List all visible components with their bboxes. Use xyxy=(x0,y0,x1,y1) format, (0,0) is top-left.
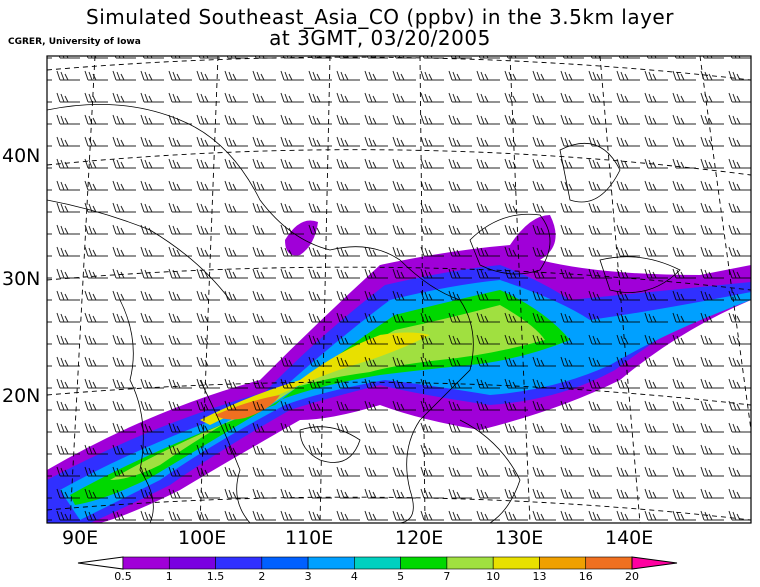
colorbar-label: 0.5 xyxy=(114,570,132,583)
colorbar-bin-1 xyxy=(168,556,216,570)
lat-label-30n: 30N xyxy=(2,268,41,290)
colorbar-label: 4 xyxy=(350,570,358,583)
lon-label-100e: 100E xyxy=(178,527,227,549)
colorbar-label: 13 xyxy=(532,570,547,583)
colorbar-bin-4 xyxy=(307,556,355,570)
wind-barbs xyxy=(47,56,751,523)
colorbar-bin-2 xyxy=(215,556,263,570)
map-frame xyxy=(46,55,752,524)
colorbar-bin-10 xyxy=(585,556,633,570)
colorbar-bin-6 xyxy=(400,556,448,570)
coastlines xyxy=(47,104,681,523)
lon-label-110e: 110E xyxy=(285,527,334,549)
colorbar-label: 20 xyxy=(625,570,639,583)
colorbar-label: 3 xyxy=(304,570,312,583)
lon-label-120e: 120E xyxy=(395,527,444,549)
colorbar-bin-3 xyxy=(261,556,309,570)
colorbar-label: 5 xyxy=(397,570,405,583)
lat-label-40n: 40N xyxy=(2,145,41,167)
map-title-line2: at 3GMT, 03/20/2005 xyxy=(269,26,491,50)
colorbar-bin-7 xyxy=(446,556,494,570)
colorbar-label: 1 xyxy=(165,570,173,583)
colorbar-bin-8 xyxy=(492,556,540,570)
lon-label-130e: 130E xyxy=(495,527,544,549)
map-title-line1: Simulated Southeast_Asia_CO (ppbv) in th… xyxy=(86,5,674,29)
colorbar-label: 7 xyxy=(443,570,451,583)
colorbar-label: 1.5 xyxy=(206,570,225,583)
lon-label-90e: 90E xyxy=(62,527,99,549)
lon-label-140e: 140E xyxy=(605,527,654,549)
colorbar-bin-9 xyxy=(539,556,587,570)
graticule xyxy=(47,56,751,523)
colorbar-label: 16 xyxy=(578,570,593,583)
colorbar-label: 10 xyxy=(486,570,501,583)
map-area xyxy=(47,56,751,523)
credit-label: CGRER, University of Iowa xyxy=(8,37,141,47)
colorbar-label: 2 xyxy=(258,570,266,583)
lat-label-20n: 20N xyxy=(2,385,41,407)
colorbar-high-arrow xyxy=(631,556,678,570)
colorbar-low-arrow xyxy=(77,556,124,570)
colorbar-bin-0 xyxy=(122,556,170,570)
colorbar xyxy=(77,556,678,570)
colorbar-bin-5 xyxy=(354,556,401,570)
